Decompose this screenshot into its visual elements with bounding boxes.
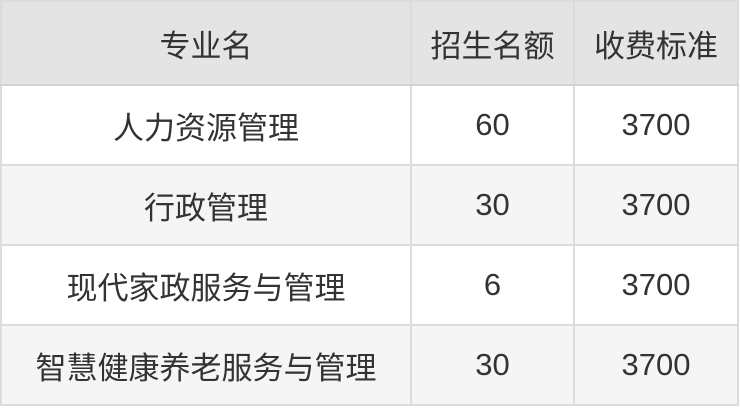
cell-fee: 3700 [573, 244, 739, 326]
column-header-fee: 收费标准 [573, 0, 739, 86]
cell-major: 智慧健康养老服务与管理 [0, 324, 412, 406]
table-row: 智慧健康养老服务与管理 30 3700 [0, 324, 739, 406]
table-row: 现代家政服务与管理 6 3700 [0, 244, 739, 326]
table-row: 人力资源管理 60 3700 [0, 84, 739, 166]
cell-major: 现代家政服务与管理 [0, 244, 412, 326]
cell-major: 人力资源管理 [0, 84, 412, 166]
table-header: 专业名 招生名额 收费标准 [0, 0, 739, 86]
cell-fee: 3700 [573, 84, 739, 166]
cell-major: 行政管理 [0, 164, 412, 246]
column-header-quota: 招生名额 [410, 0, 575, 86]
column-header-major: 专业名 [0, 0, 412, 86]
table-row: 行政管理 30 3700 [0, 164, 739, 246]
header-row: 专业名 招生名额 收费标准 [0, 0, 739, 86]
cell-fee: 3700 [573, 324, 739, 406]
table-body: 人力资源管理 60 3700 行政管理 30 3700 现代家政服务与管理 6 … [0, 84, 739, 406]
cell-quota: 6 [410, 244, 575, 326]
cell-fee: 3700 [573, 164, 739, 246]
cell-quota: 30 [410, 324, 575, 406]
cell-quota: 60 [410, 84, 575, 166]
cell-quota: 30 [410, 164, 575, 246]
